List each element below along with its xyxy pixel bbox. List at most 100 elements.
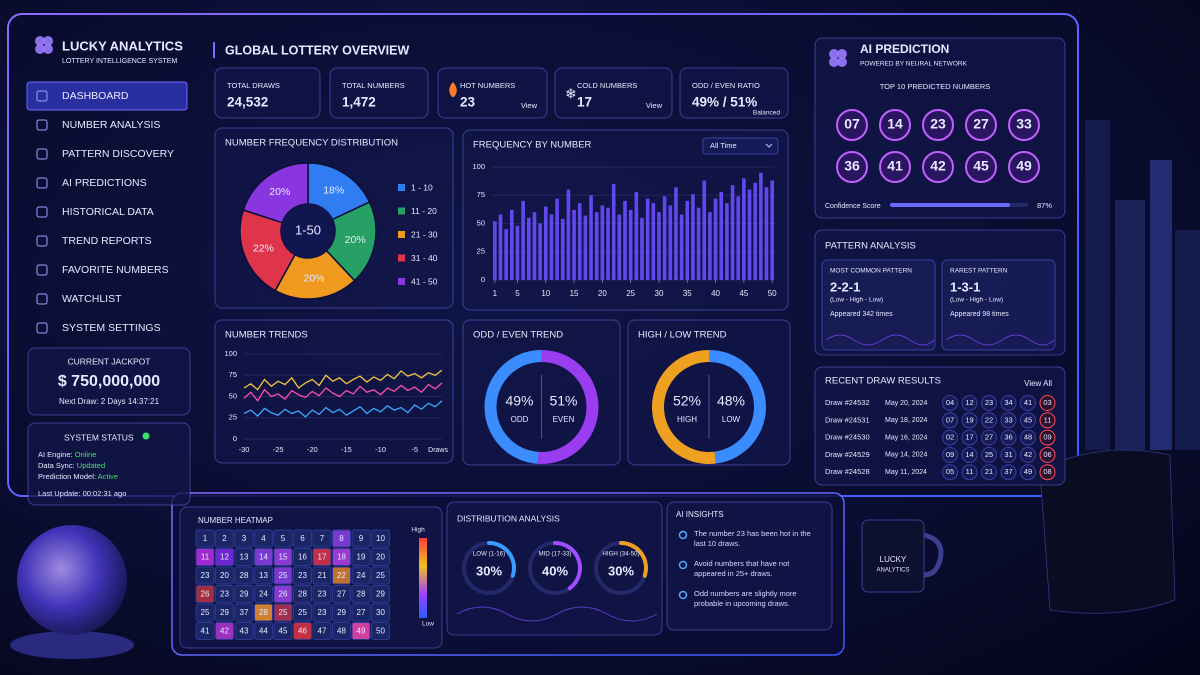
pattern-appeared: Appeared 342 times	[830, 311, 893, 318]
heat-number: 41	[201, 627, 210, 636]
draw-id: Draw #24532	[825, 398, 870, 407]
gauge-arc	[619, 541, 648, 578]
draw-number: 34	[1004, 398, 1012, 407]
draw-number: 05	[946, 467, 954, 476]
nav-item[interactable]: PATTERN DISCOVERY	[62, 148, 174, 160]
y-tick-label: 100	[472, 162, 485, 171]
page-title: GLOBAL LOTTERY OVERVIEW	[225, 43, 409, 57]
heat-number: 21	[318, 571, 327, 580]
heat-cell	[273, 548, 293, 566]
status-value: Online	[75, 450, 97, 459]
heat-number: 2	[222, 534, 227, 543]
chart-title: HIGH / LOW TREND	[638, 330, 727, 341]
draw-ball	[961, 446, 978, 463]
bonus-number: 03	[1043, 398, 1051, 407]
y-tick-label: 50	[229, 391, 237, 400]
building	[1175, 230, 1200, 450]
x-tick-label: 10	[541, 289, 550, 298]
predicted-ball	[922, 151, 954, 183]
heat-number: 28	[357, 590, 366, 599]
pattern-value: 1-3-1	[950, 279, 980, 294]
heat-number: 28	[298, 590, 307, 599]
nav-item[interactable]: DASHBOARD	[62, 90, 129, 102]
legend-swatch	[398, 231, 405, 238]
x-tick-label: 50	[768, 289, 777, 298]
bonus-ball	[1039, 446, 1056, 463]
stat-link[interactable]: View	[646, 101, 663, 110]
heat-cell	[293, 566, 312, 585]
heat-cell	[371, 622, 390, 640]
bar	[662, 196, 667, 280]
nav-item[interactable]: FAVORITE NUMBERS	[62, 264, 169, 276]
draw-date: May 16, 2024	[885, 434, 928, 441]
trend-line	[243, 400, 443, 418]
insight-text: The number 23 has been hot in the last 1…	[694, 529, 811, 548]
panel	[214, 67, 321, 119]
bar	[696, 207, 701, 280]
nav-item[interactable]: NUMBER ANALYSIS	[62, 119, 160, 131]
heat-cell	[351, 566, 371, 585]
heat-cell	[293, 585, 312, 603]
nav-item[interactable]: HISTORICAL DATA	[62, 206, 154, 218]
bonus-ball	[1039, 429, 1056, 446]
nav-icon	[36, 206, 48, 218]
bar	[538, 223, 542, 280]
x-tick-label: 1	[493, 289, 498, 298]
predicted-number: 23	[930, 116, 946, 132]
heat-number: 13	[240, 553, 249, 562]
draw-date: May 14, 2024	[885, 452, 928, 459]
legend-swatch	[398, 184, 405, 191]
gauge-value: 40%	[542, 563, 568, 578]
draw-id: Draw #24530	[825, 433, 870, 442]
heat-cell	[332, 585, 351, 603]
wave-decoration	[825, 334, 935, 346]
predicted-number: 45	[973, 158, 989, 174]
predicted-ball	[836, 151, 868, 183]
nav-item[interactable]: TREND REPORTS	[62, 235, 152, 247]
predicted-ball	[836, 109, 868, 141]
legend-swatch	[398, 254, 405, 262]
stat-link[interactable]: View	[521, 101, 538, 110]
mug-text: LUCKY	[880, 555, 907, 564]
draw-ball	[981, 446, 997, 463]
nav-item[interactable]: SYSTEM SETTINGS	[62, 322, 161, 334]
draw-ball	[961, 464, 978, 481]
heat-cell	[254, 622, 273, 640]
bar	[526, 217, 531, 280]
nav-icon	[36, 119, 48, 131]
heat-cell	[332, 529, 351, 548]
draws-link[interactable]: View All	[1024, 379, 1052, 388]
legend-label: 21 - 30	[411, 229, 438, 239]
heat-cell	[234, 622, 254, 640]
donut-segment	[484, 350, 542, 464]
draw-number: 45	[1024, 415, 1032, 424]
donut-category: LOW	[722, 415, 741, 424]
bar	[611, 183, 616, 280]
heat-number: 12	[220, 553, 229, 562]
bar	[515, 225, 520, 280]
heat-cell	[371, 603, 390, 622]
heat-cell	[312, 548, 332, 566]
bar	[532, 212, 537, 280]
stat-value: 17	[577, 95, 592, 110]
prediction-subtitle: POWERED BY NEURAL NETWORK	[860, 61, 968, 68]
bar	[747, 189, 752, 280]
panel	[27, 422, 191, 506]
filter-dropdown[interactable]	[702, 137, 779, 155]
nav-item[interactable]: AI PREDICTIONS	[62, 177, 147, 189]
heat-cell	[293, 529, 312, 548]
nav-icon	[36, 90, 48, 102]
heat-number: 50	[376, 627, 385, 636]
nav-item[interactable]: WATCHLIST	[62, 293, 122, 305]
bonus-ball	[1039, 412, 1056, 429]
bar	[753, 182, 758, 280]
heat-number: 3	[242, 534, 247, 543]
bar	[566, 189, 571, 280]
heat-number: 30	[376, 608, 385, 617]
heat-cell	[312, 603, 332, 622]
x-tick-label: 45	[739, 289, 748, 298]
donut-segment	[537, 350, 599, 465]
insights-title: AI INSIGHTS	[676, 510, 724, 519]
heat-number: 22	[337, 571, 346, 580]
heat-cell	[195, 548, 215, 566]
